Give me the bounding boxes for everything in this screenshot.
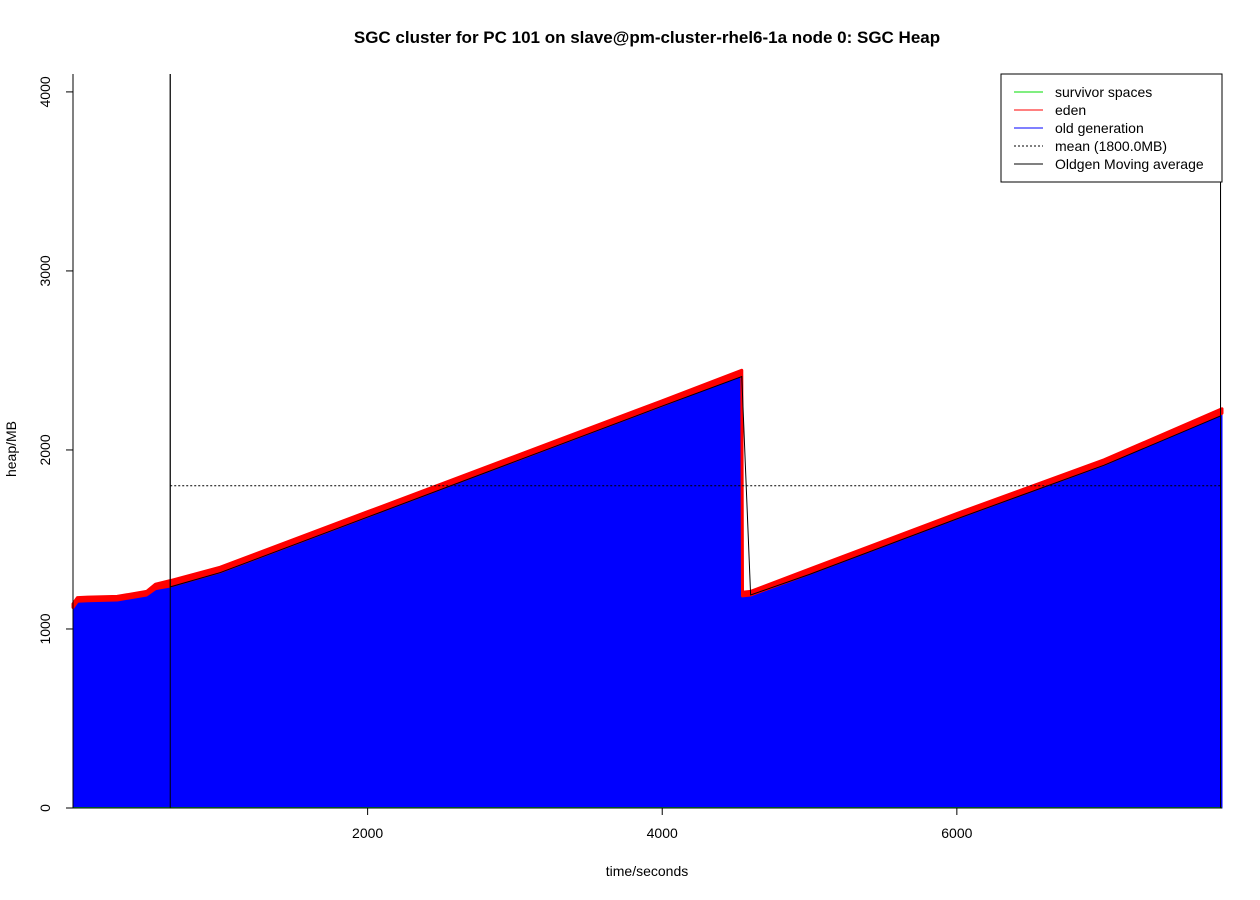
legend: survivor spaces eden old generation mean (1… <box>1000 73 1223 183</box>
x-tick-label-2000: 2000 <box>352 825 383 841</box>
y-tick-label-1000: 1000 <box>37 613 53 644</box>
legend-label-moving_average: Oldgen Moving average <box>1055 156 1204 172</box>
legend-label-old: old generation <box>1055 120 1144 136</box>
y-tick-label-3000: 3000 <box>37 255 53 286</box>
legend-label-survivor: survivor spaces <box>1055 84 1152 100</box>
legend-label-mean: mean (1800.0MB) <box>1055 138 1167 154</box>
chart-title: SGC cluster for PC 101 on slave@pm-clust… <box>354 28 940 47</box>
y-axis-label: heap/MB <box>3 421 19 477</box>
axes: 0 1000 2000 3000 4000 2000 4000 6000 <box>37 74 1222 841</box>
y-tick-label-4000: 4000 <box>37 76 53 107</box>
plot-area <box>71 74 1224 809</box>
x-tick-label-6000: 6000 <box>941 825 972 841</box>
legend-label-eden: eden <box>1055 102 1086 118</box>
old-generation-area <box>72 374 1223 809</box>
y-tick-label-0: 0 <box>37 804 53 812</box>
x-axis-label: time/seconds <box>606 863 688 879</box>
x-tick-label-4000: 4000 <box>647 825 678 841</box>
oldgen-moving-average-line <box>169 74 1222 596</box>
y-tick-label-2000: 2000 <box>37 434 53 465</box>
